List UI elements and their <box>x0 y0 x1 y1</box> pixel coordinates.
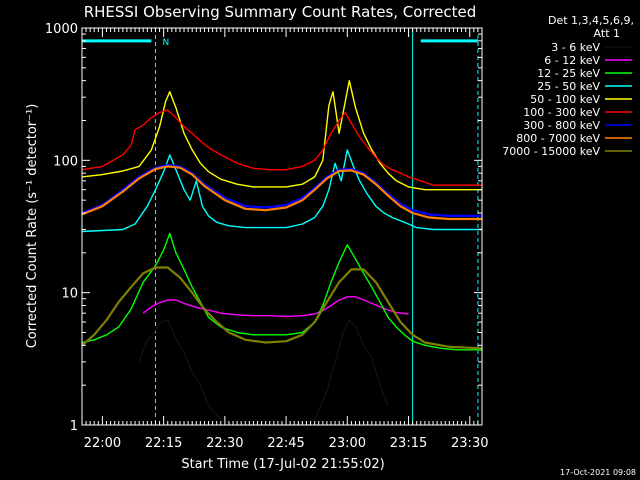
series-line-6 <box>81 109 482 186</box>
night-label: N <box>162 38 169 48</box>
series-line-3 <box>81 232 482 351</box>
legend-label: 3 - 6 keV <box>551 41 600 54</box>
legend-label: 6 - 12 keV <box>544 54 600 67</box>
x-tick-label: 22:45 <box>267 436 304 451</box>
legend-label: 50 - 100 keV <box>530 93 600 106</box>
x-axis-label: Start Time (17-Jul-02 21:55:02) <box>181 457 384 472</box>
y-axis: 1 10 100 1000 <box>45 22 482 434</box>
y-tick-label: 1 <box>70 419 78 434</box>
legend-label: 100 - 300 keV <box>523 106 600 119</box>
series-line-5 <box>81 79 482 191</box>
x-axis: 22:00 22:15 22:30 22:45 23:00 23:15 23:30 <box>81 28 488 451</box>
x-tick-label: 22:15 <box>145 436 182 451</box>
x-tick-label: 22:30 <box>206 436 243 451</box>
chart-title: RHESSI Observing Summary Count Rates, Co… <box>84 3 477 21</box>
generated-timestamp: 17-Oct-2021 09:08 <box>560 468 636 477</box>
legend-label: 800 - 7000 keV <box>516 132 600 145</box>
legend-detectors: Det 1,3,4,5,6,9, <box>548 14 634 27</box>
y-axis-label: Corrected Count Rate (s⁻¹ detector⁻¹) <box>25 104 40 349</box>
x-tick-label: 23:00 <box>329 436 366 451</box>
legend-attenuator: Att 1 <box>594 27 620 40</box>
legend-label: 300 - 800 keV <box>523 119 600 132</box>
series-lines <box>81 79 483 426</box>
legend-label: 7000 - 15000 keV <box>502 145 600 158</box>
x-tick-label: 22:00 <box>84 436 121 451</box>
y-tick-label: 10 <box>61 287 78 302</box>
legend-label: 12 - 25 keV <box>537 67 600 80</box>
series-line-8 <box>81 165 482 221</box>
series-line-2 <box>142 296 409 318</box>
series-line-7 <box>81 164 482 217</box>
series-line-1 <box>138 319 389 426</box>
y-tick-label: 1000 <box>45 22 78 37</box>
x-tick-label: 23:30 <box>451 436 488 451</box>
x-tick-label: 23:15 <box>390 436 427 451</box>
series-line-9 <box>81 266 483 350</box>
legend-label: 25 - 50 keV <box>537 80 600 93</box>
observing-markers: N <box>82 28 479 425</box>
y-tick-label: 100 <box>53 154 78 169</box>
plot-frame <box>81 27 483 426</box>
